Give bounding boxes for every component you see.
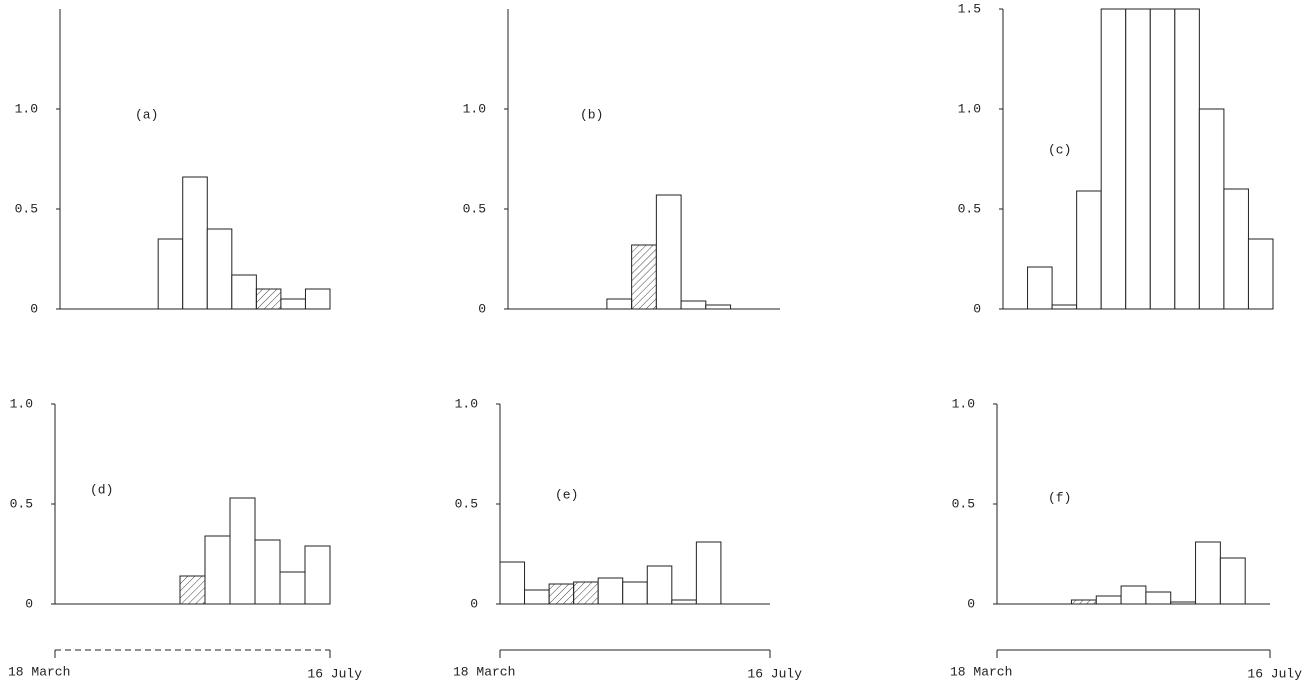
- bar: [1198, 108, 1225, 310]
- panel-label: (a): [135, 107, 158, 122]
- bar: [1174, 8, 1200, 310]
- y-tick-label: 1.5: [958, 1, 981, 16]
- panel-label: (b): [580, 107, 603, 122]
- x-end-label: 16 July: [1247, 666, 1302, 681]
- x-end-label: 16 July: [307, 666, 362, 681]
- y-tick-label: 1.0: [10, 396, 33, 411]
- bar: [705, 304, 732, 310]
- bar: [1070, 599, 1097, 605]
- y-tick-label: 0: [30, 301, 38, 316]
- bar: [622, 581, 648, 605]
- bar: [573, 581, 599, 605]
- x-start-label: 18 March: [950, 664, 1012, 679]
- bar: [1170, 601, 1197, 605]
- bar: [548, 583, 575, 605]
- bar: [1195, 541, 1221, 605]
- bar: [1219, 557, 1246, 605]
- bar: [157, 238, 184, 310]
- bar: [1027, 266, 1053, 310]
- panel-label: (d): [90, 482, 113, 497]
- y-tick-label: 0: [25, 596, 33, 611]
- y-tick-label: 0.5: [455, 496, 478, 511]
- bar: [231, 274, 257, 310]
- bar: [279, 571, 306, 605]
- y-tick-label: 1.0: [15, 101, 38, 116]
- bar: [280, 298, 306, 310]
- bar: [204, 535, 231, 605]
- y-tick-label: 0.5: [463, 201, 486, 216]
- y-tick-label: 0: [967, 596, 975, 611]
- bar: [1076, 190, 1102, 310]
- panel-label: (e): [555, 487, 578, 502]
- y-tick-label: 0.5: [15, 201, 38, 216]
- bar: [655, 194, 682, 310]
- bar: [1247, 238, 1274, 310]
- bar: [229, 497, 256, 605]
- bar: [1125, 8, 1151, 310]
- bar: [179, 575, 206, 605]
- bar: [182, 176, 208, 310]
- bar: [1223, 188, 1249, 310]
- y-tick-label: 0.5: [952, 496, 975, 511]
- bar: [304, 545, 331, 605]
- bar: [499, 561, 526, 605]
- panel-label: (f): [1048, 490, 1071, 505]
- y-tick-label: 0: [973, 301, 981, 316]
- y-tick-label: 1.0: [952, 396, 975, 411]
- bar: [671, 599, 697, 605]
- x-end-label: 16 July: [747, 666, 802, 681]
- y-tick-label: 0.5: [10, 496, 33, 511]
- bar: [646, 565, 673, 605]
- y-tick-label: 0.5: [958, 201, 981, 216]
- y-tick-label: 1.0: [958, 101, 981, 116]
- bar: [1149, 8, 1176, 310]
- bar: [1095, 595, 1122, 605]
- bar: [1100, 8, 1127, 310]
- bar: [606, 298, 633, 310]
- x-start-label: 18 March: [453, 664, 515, 679]
- bar: [631, 244, 657, 310]
- x-start-label: 18 March: [8, 664, 70, 679]
- y-tick-label: 1.0: [463, 101, 486, 116]
- bar: [695, 541, 722, 605]
- bar: [1051, 304, 1078, 310]
- bar: [1145, 591, 1172, 605]
- bar: [254, 539, 281, 605]
- bar: [524, 589, 550, 605]
- panel-label: (c): [1048, 142, 1071, 157]
- bar: [255, 288, 282, 310]
- bar: [597, 577, 624, 605]
- bar: [1120, 585, 1147, 605]
- bar: [206, 228, 233, 310]
- y-tick-label: 1.0: [455, 396, 478, 411]
- bar: [680, 300, 707, 310]
- y-tick-label: 0: [470, 596, 478, 611]
- y-tick-label: 0: [478, 301, 486, 316]
- bar: [304, 288, 331, 310]
